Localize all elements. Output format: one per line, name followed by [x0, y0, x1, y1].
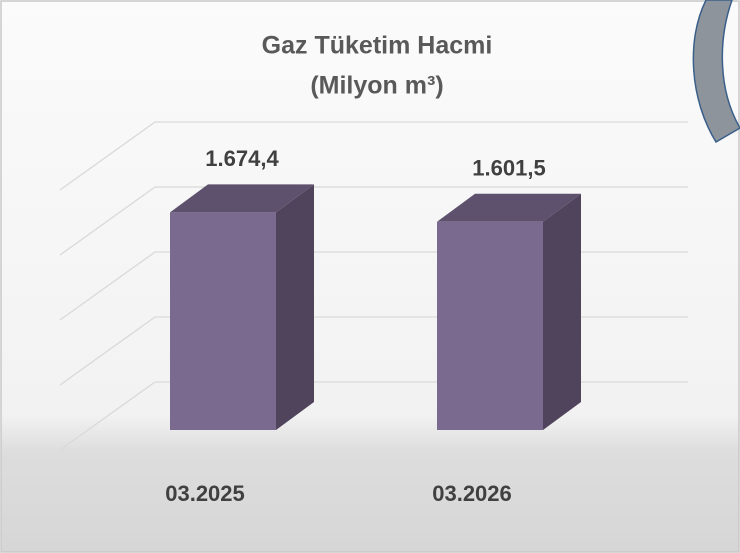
x-tick-label: 03.2025 [165, 481, 245, 506]
decorative-ring [692, 0, 740, 144]
bar-top [170, 184, 314, 213]
chart-subtitle: (Milyon m³) [310, 72, 443, 100]
bar-top [437, 193, 581, 222]
grid-line [59, 121, 688, 191]
bar [170, 212, 276, 430]
bar [437, 221, 543, 430]
bar-side [543, 193, 581, 430]
grid-line [59, 186, 688, 256]
chart-title: Gaz Tüketim Hacmi [262, 32, 493, 60]
x-tick-label: 03.2026 [432, 481, 512, 506]
data-label: 1.601,5 [472, 156, 545, 181]
data-label: 1.674,4 [205, 146, 279, 171]
bar-side [276, 184, 314, 430]
